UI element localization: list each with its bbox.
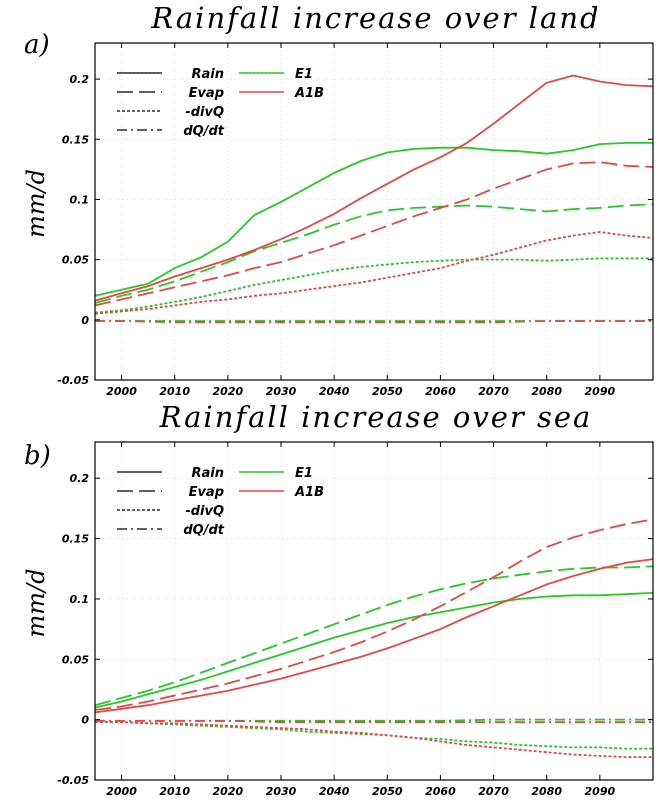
legend-label-e1: E1: [295, 466, 313, 481]
y-tick-label: 0.2: [70, 472, 90, 485]
panel-a: 2000 2010 2020 2030 2040 2050 2060 2070 2080 2090…: [22, 1, 654, 398]
x-tick-label: 2030: [266, 785, 297, 798]
y-tick-label: 0.15: [62, 133, 89, 146]
x-tick-label: 2090: [585, 785, 616, 798]
legend-label-rain: Rain: [192, 67, 225, 82]
legend-label-rain: Rain: [192, 466, 225, 481]
series-line-rain-e1: [94, 141, 653, 297]
series-line-rain-e1: [94, 592, 654, 709]
series-line-evap-e1: [94, 565, 654, 707]
series-line-rain-a1b: [94, 558, 654, 714]
x-tick-label: 2000: [106, 385, 137, 398]
series-line-evap-e1: [94, 203, 654, 304]
legend-label-a1b: A1B: [294, 485, 324, 500]
legend-label-e1: E1: [295, 67, 313, 82]
series-line-divq-a1b: [95, 721, 653, 758]
panel-b: 2000 2010 2020 2030 2040 2050 2060 2070 2080 2090…: [22, 400, 654, 798]
chart-title: Rainfall increase over sea: [159, 400, 593, 434]
x-tick-label: 2040: [319, 785, 350, 798]
legend-label-a1b: A1B: [294, 86, 324, 101]
series-line-divq-a1b: [94, 231, 654, 315]
legend-label-dq-dt: dQ/dt: [183, 124, 224, 139]
y-tick-label: 0.1: [70, 593, 90, 606]
x-tick-label: 2090: [585, 385, 616, 398]
legend-label-evap: Evap: [189, 485, 224, 500]
plot-frame: [94, 441, 654, 781]
y-tick-label: 0: [81, 714, 89, 727]
x-tick-label: 2080: [531, 385, 562, 398]
x-tick-label: 2010: [159, 385, 190, 398]
plot-frame: [94, 42, 654, 381]
x-tick-label: 2000: [106, 785, 137, 798]
series-line-evap-a1b: [94, 161, 654, 307]
x-tick-label: 2020: [213, 785, 244, 798]
x-tick-label: 2080: [531, 785, 562, 798]
legend-label-dq-dt: dQ/dt: [183, 523, 224, 538]
series-line-divq-e1: [95, 721, 653, 750]
y-tick-label: 0.15: [62, 533, 89, 546]
legend: Rain Evap -divQ dQ/dt E1 A1B: [117, 466, 324, 538]
x-tick-label: 2050: [372, 785, 403, 798]
x-tick-label: 2070: [478, 785, 509, 798]
y-tick-label: 0.2: [70, 73, 90, 86]
x-tick-label: 2040: [319, 385, 350, 398]
panel-label: b): [24, 441, 51, 471]
x-tick-label: 2030: [266, 385, 297, 398]
x-tick-label: 2060: [425, 385, 456, 398]
x-tick-label: 2020: [213, 385, 244, 398]
series-line-dq-dt-a1b: [95, 720, 653, 723]
x-tick-label: 2050: [372, 385, 403, 398]
y-tick-label: 0.1: [70, 193, 90, 206]
panel-label: a): [24, 30, 50, 60]
chart-title: Rainfall increase over land: [150, 1, 600, 35]
y-axis-label: mm/d: [22, 169, 50, 238]
series-line-evap-a1b: [94, 518, 654, 711]
y-axis-label: mm/d: [22, 569, 50, 638]
legend-label-divq: -divQ: [185, 504, 224, 519]
y-tick-label: -0.05: [57, 374, 89, 387]
series-line-dq-dt-a1b: [95, 320, 653, 324]
y-tick-label: 0.05: [62, 254, 89, 267]
x-tick-label: 2060: [425, 785, 456, 798]
x-tick-label: 2070: [478, 385, 509, 398]
series-line-dq-dt-e1: [95, 718, 653, 722]
y-tick-label: 0.05: [62, 653, 89, 666]
y-tick-label: -0.05: [57, 774, 89, 787]
x-tick-label: 2010: [159, 785, 190, 798]
legend: Rain Evap -divQ dQ/dt E1 A1B: [117, 67, 324, 139]
series-line-rain-a1b: [94, 74, 654, 302]
legend-label-divq: -divQ: [185, 105, 224, 120]
legend-label-evap: Evap: [189, 86, 224, 101]
y-tick-label: 0: [81, 314, 89, 327]
